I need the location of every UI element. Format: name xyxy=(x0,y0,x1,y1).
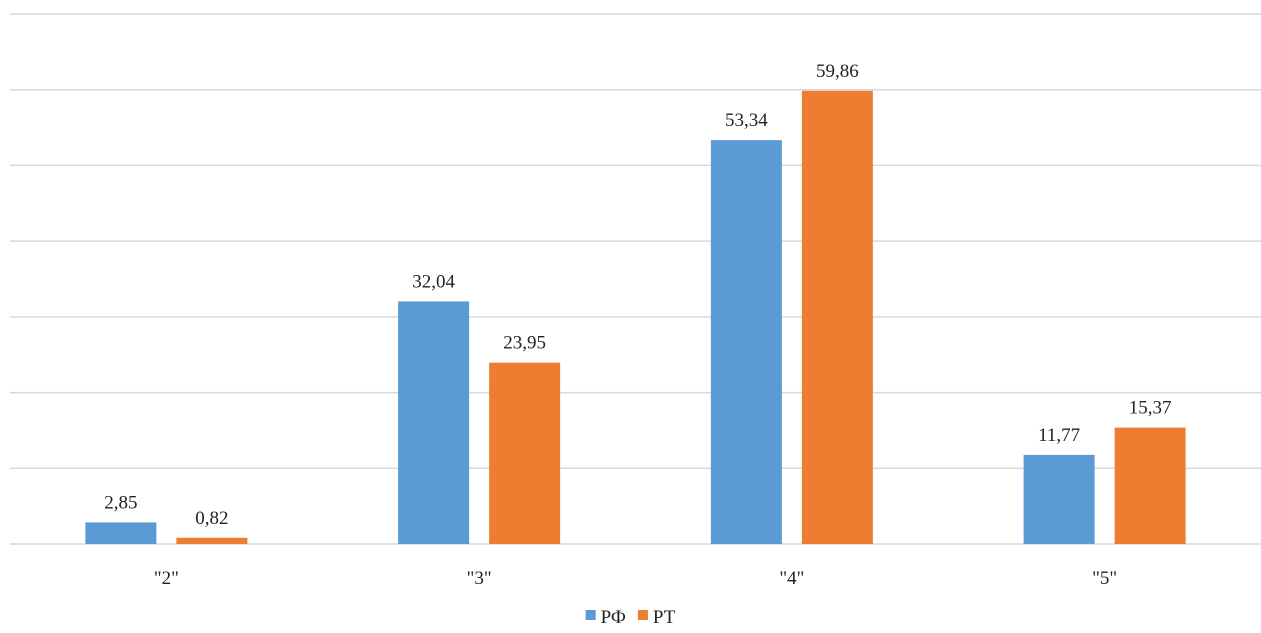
bar-РТ-2 xyxy=(801,90,873,544)
gridlines xyxy=(10,13,1261,545)
data-labels: 2,85 0,82 32,04 23,95 53,34 59,86 11,77 15,37 xyxy=(104,61,1171,529)
bars xyxy=(85,90,1186,544)
data-label: 23,95 xyxy=(503,333,546,354)
legend-swatch-РФ xyxy=(585,610,596,620)
x-tick-label: "3" xyxy=(467,568,492,589)
x-tick-label: "4" xyxy=(779,568,804,589)
bar-РФ-3 xyxy=(1023,454,1095,544)
bar-РТ-0 xyxy=(176,537,248,544)
x-axis-tick-labels: "2" "3" "4" "5" xyxy=(154,568,1117,589)
legend: РФ РТ xyxy=(585,607,676,628)
x-tick-label: "2" xyxy=(154,568,179,589)
legend-label-РФ: РФ xyxy=(601,607,626,628)
legend-swatch-РТ xyxy=(637,610,648,620)
data-label: 2,85 xyxy=(104,492,137,513)
x-tick-label: "5" xyxy=(1092,568,1117,589)
bar-РФ-1 xyxy=(398,301,470,544)
bar-РТ-3 xyxy=(1114,427,1186,544)
bar-РФ-2 xyxy=(710,140,782,544)
data-label: 59,86 xyxy=(816,61,859,82)
data-label: 32,04 xyxy=(412,271,455,292)
bar-РФ-0 xyxy=(85,522,157,544)
data-label: 0,82 xyxy=(195,508,228,529)
legend-label-РТ: РТ xyxy=(653,607,676,628)
bar-РТ-1 xyxy=(489,362,561,544)
data-label: 15,37 xyxy=(1129,398,1172,419)
data-label: 53,34 xyxy=(725,110,768,131)
data-label: 11,77 xyxy=(1038,425,1080,446)
